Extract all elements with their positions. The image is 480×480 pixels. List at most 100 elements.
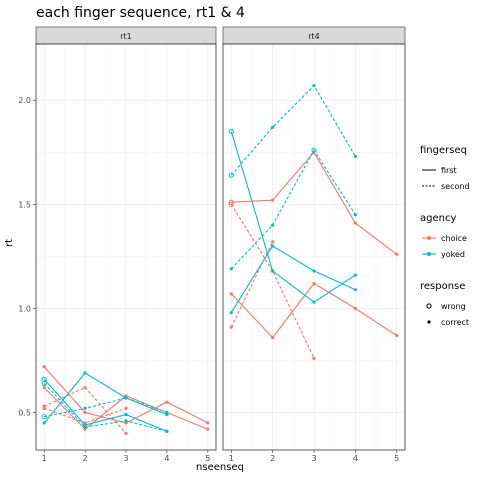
- legend-entry-label: correct: [441, 318, 469, 327]
- data-point-correct: [229, 310, 233, 315]
- legend-key-open-circle-icon: [426, 303, 432, 309]
- series-line-choice-second: [230, 241, 274, 328]
- data-point-correct: [165, 410, 169, 415]
- data-point-correct: [42, 406, 46, 410]
- y-axis-title: rt: [4, 239, 15, 247]
- data-point-correct: [83, 425, 87, 429]
- y-tick-label: 1.0: [18, 304, 31, 313]
- data-point-correct: [42, 421, 46, 425]
- data-point-wrong: [228, 128, 234, 135]
- series-line-yoked-second: [44, 397, 168, 418]
- legend-entry-label: yoked: [441, 250, 465, 259]
- data-point-correct: [353, 221, 357, 225]
- data-point-wrong: [41, 380, 47, 386]
- data-point-correct: [165, 400, 169, 404]
- series-line-yoked-first: [230, 131, 356, 303]
- series-line-choice-second: [230, 204, 315, 359]
- data-point-correct: [271, 244, 275, 248]
- series-line-choice-second: [44, 407, 127, 424]
- data-point-correct: [271, 223, 275, 227]
- data-point-correct: [312, 281, 316, 286]
- legend-title: agency: [420, 213, 456, 224]
- series-line-yoked-first: [230, 245, 356, 313]
- panel-rt4: rt4 1 2 3 4 5: [222, 26, 406, 463]
- legend-entry-label: choice: [441, 234, 467, 243]
- legend-title: fingerseq: [420, 145, 467, 156]
- series-line-yoked-second: [43, 383, 168, 432]
- data-point-correct: [395, 333, 399, 338]
- x-tick-label: 2: [270, 454, 275, 463]
- legend-fingerseq: fingerseq first second: [420, 145, 470, 191]
- data-point-correct: [124, 419, 128, 423]
- data-point-correct: [229, 292, 233, 296]
- y-tick-label: 2.0: [18, 96, 31, 105]
- data-point-correct: [206, 427, 210, 431]
- data-point-correct: [165, 429, 169, 433]
- data-point-correct: [353, 273, 357, 277]
- x-tick-label: 5: [205, 454, 210, 463]
- legend-key-point: [427, 236, 431, 240]
- x-tick-label: 4: [164, 454, 169, 463]
- legend-entry-label: second: [441, 182, 470, 191]
- legend-key-filled-circle-icon: [427, 320, 431, 324]
- legend-entry-label: wrong: [441, 302, 466, 311]
- legend-title: response: [420, 281, 465, 292]
- x-tick-label: 3: [123, 454, 128, 463]
- data-point-correct: [353, 154, 357, 159]
- data-point-correct: [42, 365, 46, 369]
- data-point-correct: [83, 406, 87, 410]
- series-line-yoked-second: [230, 149, 356, 270]
- data-point-correct: [206, 421, 210, 425]
- data-point-correct: [353, 288, 357, 292]
- legend-key-point: [427, 252, 431, 256]
- data-point-correct: [271, 335, 275, 340]
- chart-title: each finger sequence, rt1 & 4: [36, 5, 245, 21]
- series-line-yoked-first: [43, 378, 168, 432]
- series-line-yoked-first: [43, 372, 168, 424]
- y-tick-label: 1.5: [18, 200, 31, 209]
- data-point-correct: [353, 306, 357, 311]
- legend-agency: agency choice yoked: [420, 213, 467, 259]
- legend: fingerseq first second agency choice yoked res…: [420, 145, 470, 327]
- x-tick-label: 2: [83, 454, 88, 463]
- data-point-correct: [83, 385, 87, 390]
- data-point-correct: [83, 371, 87, 375]
- x-tick-label: 4: [353, 454, 358, 463]
- x-tick-label: 1: [229, 454, 234, 463]
- data-point-correct: [124, 413, 128, 417]
- data-point-correct: [312, 84, 316, 88]
- data-point-correct: [271, 269, 275, 273]
- facet-strip-label: rt4: [308, 32, 320, 41]
- data-point-correct: [42, 385, 46, 390]
- data-point-correct: [395, 252, 399, 256]
- x-tick-label: 3: [311, 454, 316, 463]
- x-axis-title: nseenseq: [196, 462, 244, 473]
- data-point-correct: [271, 125, 275, 129]
- data-point-correct: [83, 410, 87, 415]
- series-line-yoked-second: [230, 84, 356, 176]
- data-point-correct: [229, 325, 233, 329]
- data-point-wrong: [228, 201, 234, 207]
- data-point-wrong: [228, 172, 234, 178]
- legend-entry-label: first: [441, 166, 457, 175]
- data-point-correct: [312, 300, 316, 304]
- data-point-correct: [229, 267, 233, 271]
- x-tick-label: 1: [42, 454, 47, 463]
- legend-response: response wrong correct: [420, 281, 469, 327]
- data-point-wrong: [311, 147, 317, 153]
- facet-panels: rt1 1 2 3 4 5 0.5 1.0 1.5 2.0 rt4 1 2 3 4 5: [18, 26, 406, 463]
- panel-rt1: rt1 1 2 3 4 5 0.5 1.0 1.5 2.0: [18, 26, 217, 463]
- data-point-correct: [312, 269, 316, 273]
- data-point-wrong: [41, 414, 47, 420]
- data-point-correct: [124, 396, 128, 400]
- data-point-correct: [353, 213, 357, 217]
- facet-strip-label: rt1: [120, 32, 132, 41]
- data-point-correct: [124, 431, 128, 435]
- data-point-correct: [124, 406, 128, 410]
- data-point-correct: [271, 198, 275, 202]
- data-point-correct: [271, 240, 275, 244]
- data-point-correct: [312, 356, 316, 360]
- x-tick-label: 5: [394, 454, 399, 463]
- y-tick-label: 0.5: [18, 409, 31, 418]
